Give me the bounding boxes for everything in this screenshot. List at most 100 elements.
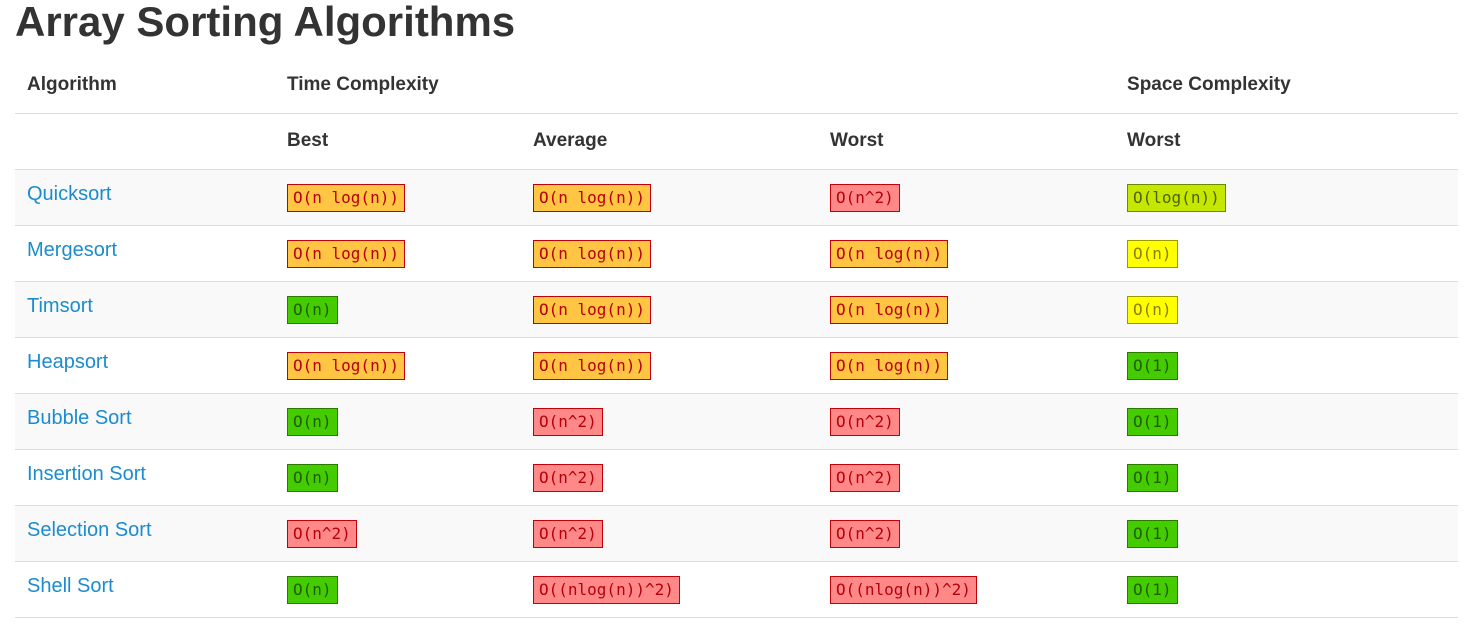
space-complexity-cell: O(n) <box>1115 280 1459 337</box>
space-complexity-badge: O(1) <box>1127 576 1178 604</box>
space-complexity-cell: O(log(n)) <box>1115 168 1459 225</box>
header-row-groups: Algorithm Time Complexity Space Complexi… <box>15 57 1458 113</box>
best-complexity-badge: O(n) <box>287 408 338 436</box>
sorting-algorithms-table: Algorithm Time Complexity Space Complexi… <box>15 57 1459 618</box>
space-complexity-badge: O(n) <box>1127 240 1178 268</box>
best-complexity-badge: O(n) <box>287 576 338 604</box>
algorithm-link[interactable]: Timsort <box>27 294 93 317</box>
algorithm-cell: Timsort <box>15 280 275 337</box>
best-complexity-cell: O(n log(n)) <box>275 336 521 393</box>
space-complexity-badge: O(1) <box>1127 408 1178 436</box>
space-complexity-cell: O(1) <box>1115 336 1459 393</box>
algorithm-cell: Mergesort <box>15 224 275 281</box>
algorithm-cell: Shell Sort <box>15 560 275 618</box>
average-complexity-badge: O(n^2) <box>533 464 603 492</box>
space-complexity-cell: O(1) <box>1115 448 1459 505</box>
table-row: Timsort O(n) O(n log(n)) O(n log(n)) O(n) <box>15 280 1459 337</box>
average-complexity-badge: O((nlog(n))^2) <box>533 576 680 604</box>
table-row: Shell Sort O(n) O((nlog(n))^2) O((nlog(n))^… <box>15 560 1459 618</box>
table-row: Bubble Sort O(n) O(n^2) O(n^2) O(1) <box>15 392 1459 449</box>
space-complexity-badge: O(1) <box>1127 464 1178 492</box>
algorithm-cell: Bubble Sort <box>15 392 275 449</box>
space-complexity-cell: O(1) <box>1115 392 1459 449</box>
algorithm-cell: Quicksort <box>15 168 275 225</box>
best-complexity-badge: O(n^2) <box>287 520 357 548</box>
space-complexity-cell: O(n) <box>1115 224 1459 281</box>
best-complexity-badge: O(n log(n)) <box>287 240 405 268</box>
best-complexity-cell: O(n log(n)) <box>275 224 521 281</box>
worst-complexity-cell: O(n^2) <box>818 504 1116 561</box>
average-complexity-cell: O(n log(n)) <box>521 224 818 281</box>
header-row-cases: Best Average Worst Worst <box>15 112 1459 169</box>
average-complexity-badge: O(n log(n)) <box>533 296 651 324</box>
table-row: Insertion Sort O(n) O(n^2) O(n^2) O(1) <box>15 448 1459 505</box>
algorithm-link[interactable]: Insertion Sort <box>27 462 146 485</box>
average-complexity-badge: O(n log(n)) <box>533 240 651 268</box>
header-empty <box>15 112 275 169</box>
algorithm-link[interactable]: Shell Sort <box>27 574 114 597</box>
space-complexity-badge: O(log(n)) <box>1127 184 1226 212</box>
worst-complexity-cell: O(n^2) <box>818 392 1116 449</box>
average-complexity-badge: O(n^2) <box>533 520 603 548</box>
worst-complexity-badge: O(n log(n)) <box>830 296 948 324</box>
best-complexity-badge: O(n) <box>287 464 338 492</box>
average-complexity-cell: O(n log(n)) <box>521 280 818 337</box>
average-complexity-cell: O((nlog(n))^2) <box>521 560 818 618</box>
algorithm-cell: Heapsort <box>15 336 275 393</box>
average-complexity-cell: O(n log(n)) <box>521 336 818 393</box>
algorithm-cell: Selection Sort <box>15 504 275 561</box>
space-complexity-cell: O(1) <box>1115 504 1459 561</box>
average-complexity-cell: O(n log(n)) <box>521 168 818 225</box>
header-space-worst: Worst <box>1115 112 1459 169</box>
header-space-complexity: Space Complexity <box>1127 73 1291 95</box>
space-complexity-badge: O(1) <box>1127 520 1178 548</box>
page-title: Array Sorting Algorithms <box>15 0 516 45</box>
header-average: Average <box>521 112 818 169</box>
worst-complexity-badge: O(n log(n)) <box>830 240 948 268</box>
worst-complexity-cell: O((nlog(n))^2) <box>818 560 1116 618</box>
worst-complexity-badge: O(n log(n)) <box>830 352 948 380</box>
worst-complexity-badge: O(n^2) <box>830 464 900 492</box>
best-complexity-cell: O(n) <box>275 448 521 505</box>
header-worst: Worst <box>818 112 1116 169</box>
table-body: Quicksort O(n log(n)) O(n log(n)) O(n^2) O(l… <box>15 168 1459 618</box>
best-complexity-badge: O(n log(n)) <box>287 352 405 380</box>
worst-complexity-cell: O(n log(n)) <box>818 336 1116 393</box>
algorithm-link[interactable]: Selection Sort <box>27 518 152 541</box>
worst-complexity-cell: O(n log(n)) <box>818 224 1116 281</box>
algorithm-link[interactable]: Bubble Sort <box>27 406 132 429</box>
best-complexity-cell: O(n log(n)) <box>275 168 521 225</box>
best-complexity-cell: O(n) <box>275 560 521 618</box>
space-complexity-cell: O(1) <box>1115 560 1459 618</box>
table-row: Mergesort O(n log(n)) O(n log(n)) O(n log(n… <box>15 224 1459 281</box>
header-algorithm: Algorithm <box>27 73 117 95</box>
worst-complexity-badge: O(n^2) <box>830 184 900 212</box>
table-row: Heapsort O(n log(n)) O(n log(n)) O(n log(n)… <box>15 336 1459 393</box>
best-complexity-cell: O(n) <box>275 392 521 449</box>
best-complexity-badge: O(n log(n)) <box>287 184 405 212</box>
best-complexity-cell: O(n) <box>275 280 521 337</box>
worst-complexity-badge: O(n^2) <box>830 408 900 436</box>
worst-complexity-badge: O(n^2) <box>830 520 900 548</box>
average-complexity-badge: O(n log(n)) <box>533 352 651 380</box>
algorithm-link[interactable]: Quicksort <box>27 182 112 205</box>
table-row: Selection Sort O(n^2) O(n^2) O(n^2) O(1) <box>15 504 1459 561</box>
algorithm-link[interactable]: Heapsort <box>27 350 109 373</box>
worst-complexity-badge: O((nlog(n))^2) <box>830 576 977 604</box>
space-complexity-badge: O(n) <box>1127 296 1178 324</box>
average-complexity-cell: O(n^2) <box>521 392 818 449</box>
best-complexity-badge: O(n) <box>287 296 338 324</box>
average-complexity-cell: O(n^2) <box>521 448 818 505</box>
header-best: Best <box>275 112 521 169</box>
worst-complexity-cell: O(n^2) <box>818 448 1116 505</box>
table-row: Quicksort O(n log(n)) O(n log(n)) O(n^2) O(l… <box>15 168 1459 225</box>
algorithm-link[interactable]: Mergesort <box>27 238 118 261</box>
worst-complexity-cell: O(n log(n)) <box>818 280 1116 337</box>
header-time-complexity: Time Complexity <box>287 73 439 95</box>
best-complexity-cell: O(n^2) <box>275 504 521 561</box>
algorithm-cell: Insertion Sort <box>15 448 275 505</box>
worst-complexity-cell: O(n^2) <box>818 168 1116 225</box>
average-complexity-badge: O(n log(n)) <box>533 184 651 212</box>
average-complexity-badge: O(n^2) <box>533 408 603 436</box>
space-complexity-badge: O(1) <box>1127 352 1178 380</box>
